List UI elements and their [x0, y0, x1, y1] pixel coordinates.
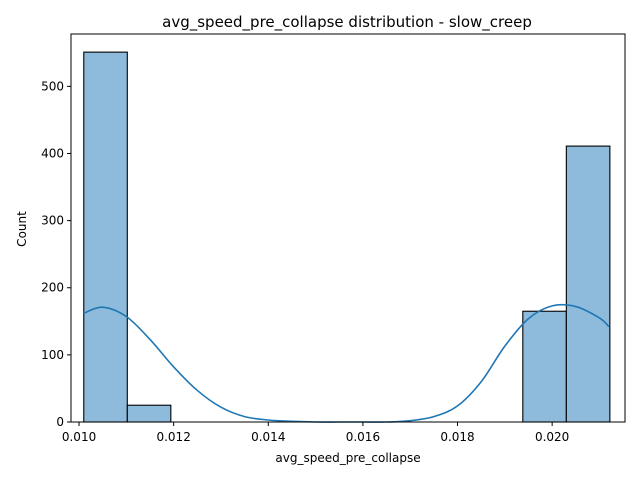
y-tick-label: 0 — [56, 415, 64, 429]
plot-frame — [70, 33, 626, 423]
y-tick-label: 100 — [41, 348, 64, 362]
x-axis-label: avg_speed_pre_collapse — [275, 451, 420, 465]
y-axis-label: Count — [15, 211, 29, 247]
histogram-bar — [126, 404, 172, 423]
x-tick-label: 0.012 — [156, 430, 190, 444]
y-tick-label: 200 — [41, 281, 64, 295]
x-tick-label: 0.014 — [251, 430, 285, 444]
y-tick-label: 400 — [41, 146, 64, 160]
bars-layer — [83, 51, 611, 423]
chart-title: avg_speed_pre_collapse distribution - sl… — [162, 13, 532, 32]
y-tick-label: 300 — [41, 214, 64, 228]
histogram-bar — [565, 145, 611, 423]
histogram-bar — [83, 51, 128, 423]
x-tick-label: 0.018 — [440, 430, 474, 444]
histogram-bar — [522, 310, 567, 423]
y-tick-label: 500 — [41, 79, 64, 93]
y-axis-ticks: 0 100 200 300 400 500 — [41, 79, 71, 429]
x-tick-label: 0.020 — [535, 430, 569, 444]
x-tick-label: 0.010 — [62, 430, 96, 444]
x-tick-label: 0.016 — [346, 430, 380, 444]
x-axis-ticks: 0.010 0.012 0.014 0.016 0.018 0.020 — [62, 422, 569, 444]
